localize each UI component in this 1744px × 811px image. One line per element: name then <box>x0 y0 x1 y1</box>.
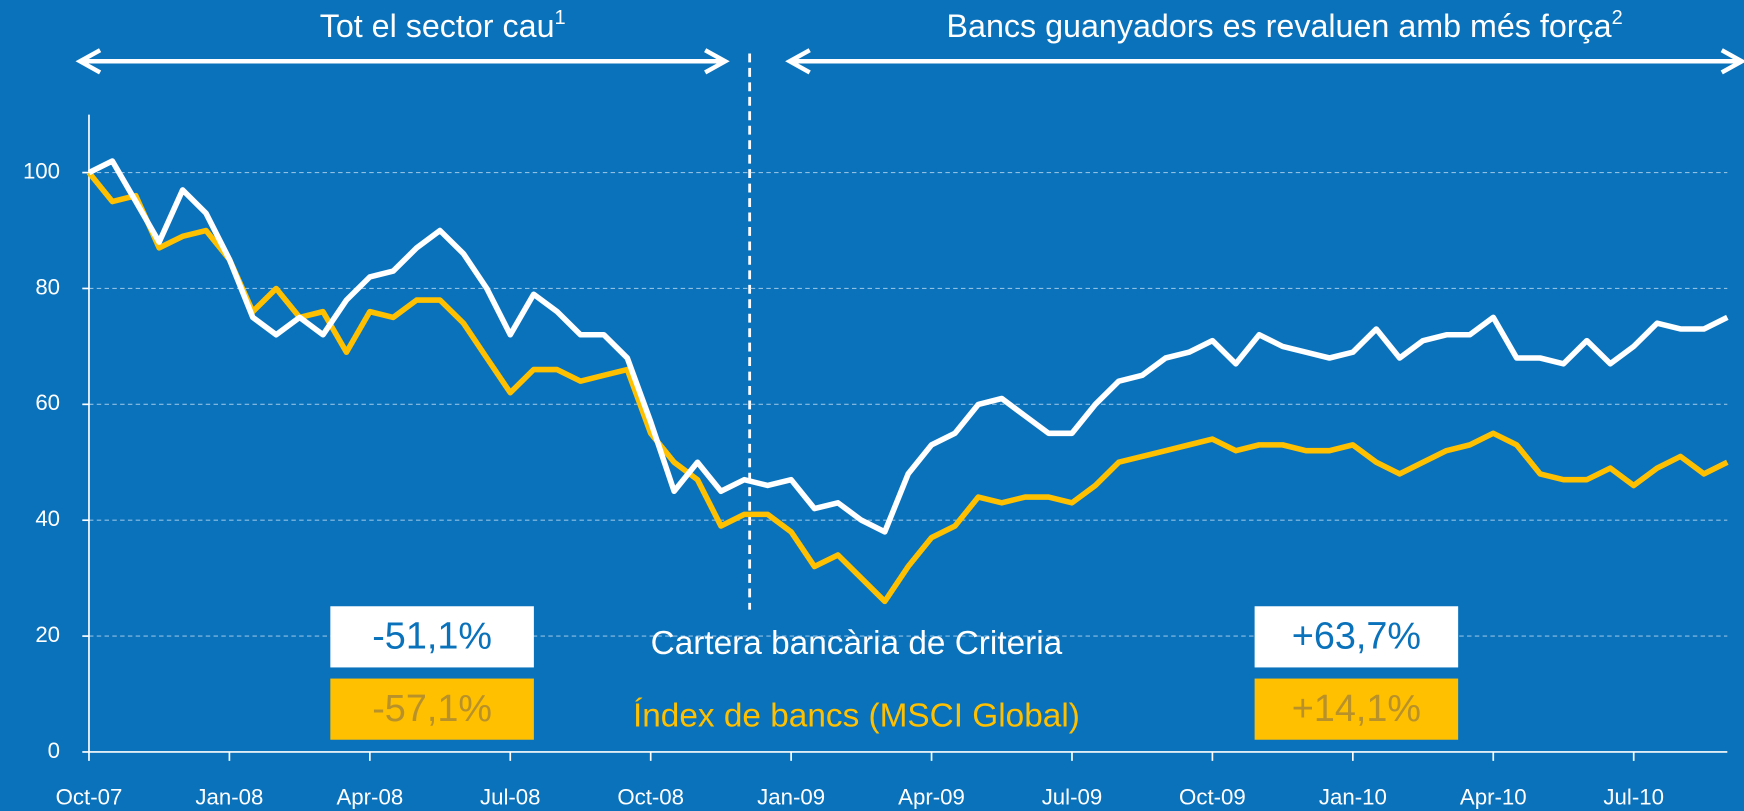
period-label: Bancs guanyadors es revaluen amb més for… <box>947 7 1623 43</box>
change-label: +63,7% <box>1292 615 1421 657</box>
y-tick-label: 60 <box>35 390 60 415</box>
change-label: -57,1% <box>372 688 492 730</box>
change-box <box>330 606 534 668</box>
x-tick-label: Oct-07 <box>56 785 123 810</box>
x-tick-label: Oct-09 <box>1179 785 1246 810</box>
x-tick-label: Jan-09 <box>757 785 825 810</box>
series-line <box>87 158 1729 535</box>
x-tick-label: Jul-08 <box>480 785 541 810</box>
y-tick-label: 100 <box>23 158 60 183</box>
period-arrows <box>75 48 1744 75</box>
period-text: Bancs guanyadors es revaluen amb més for… <box>947 7 1612 43</box>
x-tick-label: Jul-10 <box>1603 785 1664 810</box>
change-box <box>1254 678 1459 740</box>
x-tick-label: Jul-09 <box>1042 785 1103 810</box>
y-tick-label: 80 <box>35 274 60 299</box>
y-tick-label: 0 <box>48 738 60 763</box>
y-tick-label: 40 <box>35 506 60 531</box>
x-tick-label: Jan-10 <box>1319 785 1387 810</box>
footnote-mark: 1 <box>555 7 566 29</box>
period-text: Tot el sector cau <box>320 7 555 43</box>
period-label: Tot el sector cau1 <box>320 7 566 43</box>
change-label: +14,1% <box>1292 688 1421 730</box>
x-tick-label: Apr-09 <box>898 785 965 810</box>
change-label: -51,1% <box>372 615 492 657</box>
footnote-mark: 2 <box>1612 7 1623 29</box>
change-box <box>1254 606 1459 668</box>
change-box <box>330 678 534 740</box>
legend-label: Índex de bancs (MSCI Global) <box>633 697 1080 734</box>
legend-label: Cartera bancària de Criteria <box>651 625 1063 662</box>
y-tick-label: 20 <box>35 622 60 647</box>
x-tick-label: Apr-08 <box>336 785 403 810</box>
series-line <box>86 170 1729 605</box>
x-tick-label: Jan-08 <box>195 785 263 810</box>
x-tick-label: Apr-10 <box>1460 785 1527 810</box>
x-tick-label: Oct-08 <box>617 785 684 810</box>
